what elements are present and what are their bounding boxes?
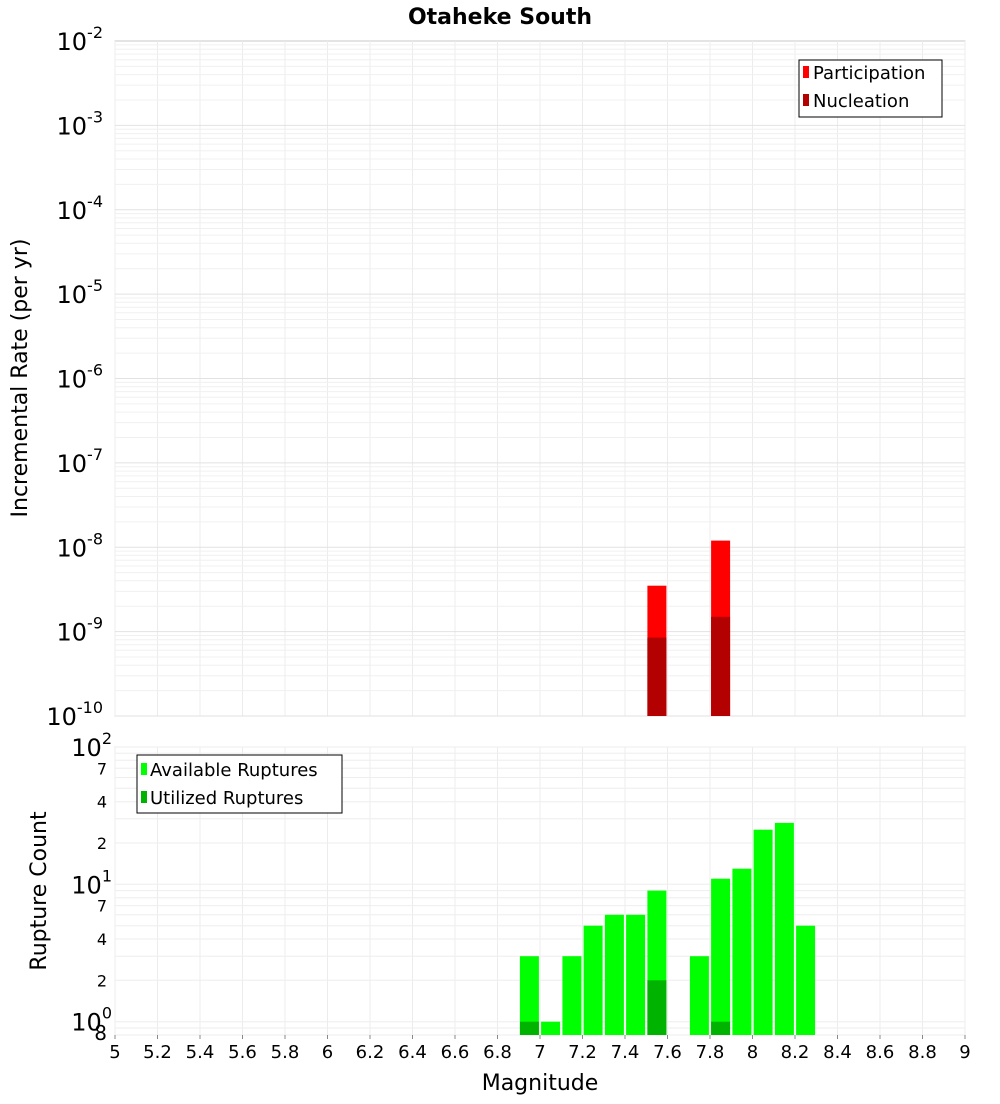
legend-utilized-label: Utilized Ruptures (150, 788, 303, 809)
bottom-grid (114, 746, 966, 1036)
x-tick-label: 8.8 (908, 1042, 937, 1063)
top-bars (647, 540, 731, 716)
legend-nucleation-label: Nucleation (813, 91, 909, 112)
y-tick-label: 10-5 (57, 276, 104, 309)
bar-nucleation (711, 616, 731, 716)
x-tick-label: 5.8 (271, 1042, 300, 1063)
bar-available-ruptures (711, 878, 731, 1035)
bar-nucleation (647, 637, 667, 716)
y-tick-label: 4 (97, 793, 107, 812)
y-tick-label: 2 (97, 971, 107, 990)
y-tick-label: 2 (97, 834, 107, 853)
bar-available-ruptures (732, 868, 752, 1035)
top-legend: Participation Nucleation (798, 59, 943, 118)
top-grid (114, 41, 966, 717)
x-tick-labels: 5 5.2 5.4 5.6 5.8 6 6.2 6.4 6.6 6.8 7 7.2 7.4 7.6 7.8 8… (109, 1035, 971, 1063)
y-tick-label: 8 (94, 1021, 107, 1045)
bar-available-ruptures (753, 829, 773, 1035)
legend-utilized-swatch (141, 791, 147, 803)
bottom-legend: Available Ruptures Utilized Ruptures (136, 754, 343, 814)
bar-utilized-ruptures (711, 1021, 731, 1035)
bar-available-ruptures (562, 956, 582, 1035)
bottom-legend-box (136, 754, 343, 814)
bar-available-ruptures (541, 1021, 561, 1035)
y-tick-label: 7 (97, 897, 107, 916)
x-tick-label: 5 (109, 1042, 120, 1063)
bar-available-ruptures (796, 925, 816, 1035)
y-tick-label: 10-7 (57, 445, 104, 478)
x-tick-label: 6.6 (441, 1042, 470, 1063)
y-tick-label: 10-3 (57, 107, 104, 140)
y-tick-label: 4 (97, 930, 107, 949)
y-tick-label: 10-4 (57, 192, 104, 225)
y-tick-label: 10-9 (57, 614, 104, 647)
bar-utilized-ruptures (519, 1021, 539, 1035)
bottom-y-axis-label: Rupture Count (27, 811, 52, 971)
x-tick-label: 7.8 (696, 1042, 725, 1063)
y-tick-label: 10-8 (57, 529, 104, 562)
legend-available-label: Available Ruptures (150, 760, 318, 781)
chart-title: Otaheke South (408, 5, 592, 30)
bar-available-ruptures (626, 914, 646, 1035)
x-tick-label: 6.2 (356, 1042, 385, 1063)
x-axis-label: Magnitude (482, 1071, 599, 1096)
y-tick-label: 102 (71, 729, 112, 762)
y-tick-label: 10-6 (57, 361, 104, 394)
legend-nucleation-swatch (803, 94, 809, 106)
legend-available-swatch (141, 763, 147, 775)
y-tick-label: 10-2 (57, 23, 104, 56)
x-tick-label: 6.4 (398, 1042, 427, 1063)
bar-available-ruptures (583, 925, 603, 1035)
x-tick-label: 7 (534, 1042, 545, 1063)
y-tick-label: 101 (71, 866, 112, 899)
x-tick-label: 8 (747, 1042, 758, 1063)
x-tick-label: 8.4 (823, 1042, 852, 1063)
x-tick-label: 5.2 (143, 1042, 172, 1063)
x-tick-label: 5.4 (186, 1042, 215, 1063)
y-tick-label: 10-10 (46, 698, 103, 731)
x-tick-label: 5.6 (228, 1042, 257, 1063)
top-y-axis-label: Incremental Rate (per yr) (8, 239, 33, 518)
x-tick-label: 7.2 (568, 1042, 597, 1063)
top-legend-box (798, 59, 943, 118)
bar-available-ruptures (774, 822, 794, 1035)
bottom-bars (519, 822, 816, 1035)
x-tick-label: 9 (959, 1042, 970, 1063)
bar-available-ruptures (689, 956, 709, 1035)
legend-participation-swatch (803, 66, 809, 78)
x-tick-label: 6 (322, 1042, 333, 1063)
top-y-tick-labels: 10-10 10-9 10-8 10-7 10-6 10-5 10-4 10-3 10-2 (46, 23, 103, 731)
x-tick-label: 8.2 (781, 1042, 810, 1063)
legend-participation-label: Participation (813, 63, 925, 84)
x-tick-label: 7.4 (611, 1042, 640, 1063)
bar-utilized-ruptures (647, 980, 667, 1035)
bar-available-ruptures (604, 914, 624, 1035)
y-tick-label: 7 (97, 759, 107, 778)
y-tick-label: 100 (71, 1004, 112, 1037)
bar-available-ruptures (519, 956, 539, 1035)
x-tick-label: 8.6 (866, 1042, 895, 1063)
x-tick-label: 6.8 (483, 1042, 512, 1063)
x-tick-label: 7.6 (653, 1042, 682, 1063)
